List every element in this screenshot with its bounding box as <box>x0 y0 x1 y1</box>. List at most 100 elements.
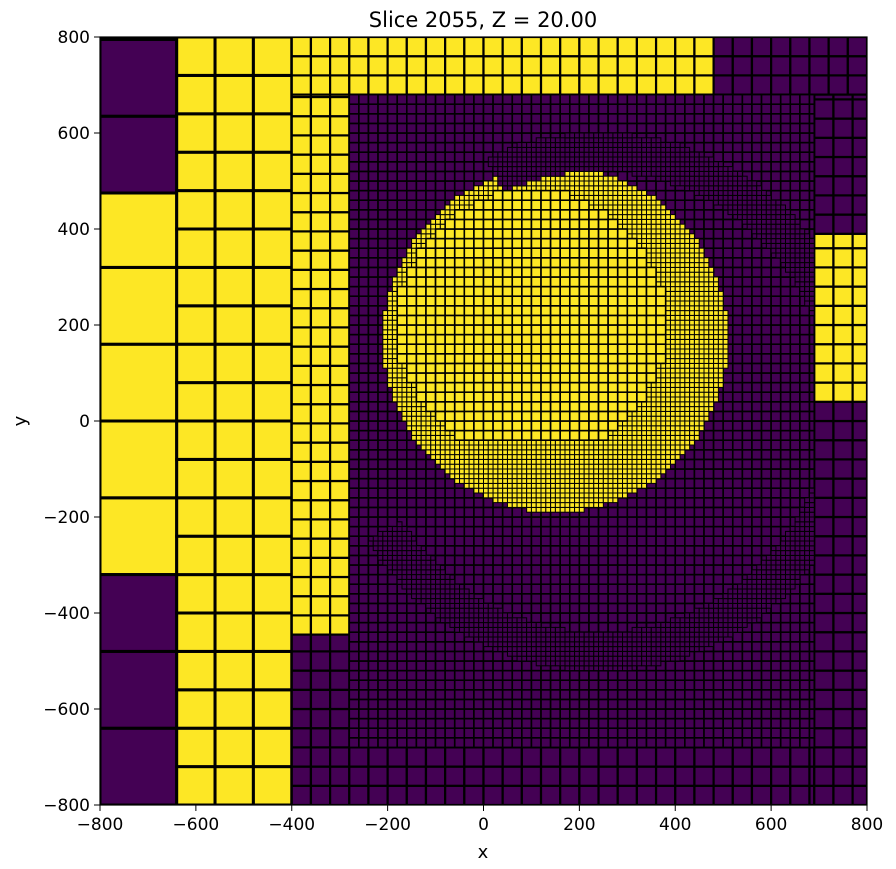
heatmap-cell <box>770 372 782 384</box>
heatmap-cell <box>348 304 360 317</box>
heatmap-cell <box>497 449 504 456</box>
heatmap-cell <box>770 429 782 442</box>
heatmap-cell <box>636 573 648 585</box>
heatmap-cell <box>367 468 379 480</box>
heatmap-cell <box>789 468 801 480</box>
heatmap-cell <box>396 132 408 144</box>
heatmap-cell <box>813 746 835 768</box>
heatmap-cell <box>770 516 782 528</box>
heatmap-cell <box>434 161 446 173</box>
heatmap-cell <box>607 573 619 585</box>
heatmap-cell <box>396 113 408 125</box>
heatmap-cell <box>693 458 705 470</box>
heatmap-cell <box>521 660 533 672</box>
heatmap-cell <box>597 717 609 729</box>
heatmap-cell <box>760 669 772 681</box>
heatmap-cell <box>425 477 437 490</box>
heatmap-cell <box>578 698 590 710</box>
heatmap-cell <box>391 372 398 379</box>
heatmap-cell <box>789 314 801 326</box>
heatmap-cell <box>453 688 466 701</box>
heatmap-cell <box>722 218 734 230</box>
heatmap-cell <box>391 276 398 283</box>
heatmap-cell <box>559 55 581 77</box>
heatmap-cell <box>703 516 715 528</box>
heatmap-cell <box>406 386 413 393</box>
heatmap-cell <box>731 650 744 662</box>
heatmap-cell <box>511 717 523 729</box>
heatmap-cell <box>463 170 475 182</box>
heatmap-cell <box>492 727 504 739</box>
heatmap-cell <box>459 468 465 475</box>
heatmap-cell <box>799 391 811 403</box>
heatmap-cell <box>684 679 696 691</box>
heatmap-cell <box>760 660 772 672</box>
heatmap-cell <box>501 698 514 710</box>
heatmap-cell <box>377 708 389 720</box>
heatmap-cell <box>377 285 389 298</box>
heatmap-cell <box>329 765 351 787</box>
heatmap-cell <box>751 400 763 413</box>
heatmap-cell <box>549 122 561 134</box>
heatmap-cell <box>386 708 399 720</box>
heatmap-cell <box>367 746 389 768</box>
heatmap-cell <box>741 103 753 115</box>
heatmap-cell <box>808 439 816 451</box>
heatmap-cell <box>309 765 332 787</box>
heatmap-cell <box>434 679 446 691</box>
heatmap-cell <box>396 180 408 192</box>
heatmap-cell <box>655 477 667 490</box>
heatmap-cell <box>808 631 816 643</box>
heatmap-cell <box>741 256 753 269</box>
heatmap-cell <box>435 430 441 436</box>
heatmap-cell <box>751 93 763 105</box>
heatmap-cell <box>483 478 489 484</box>
heatmap-cell <box>741 439 753 451</box>
heatmap-cell <box>425 679 437 691</box>
heatmap-cell <box>645 554 657 566</box>
heatmap-cell <box>540 727 552 739</box>
heatmap-cell <box>415 679 427 691</box>
heatmap-cell <box>731 640 744 653</box>
heatmap-cell <box>483 492 489 499</box>
heatmap-cell <box>832 175 854 197</box>
heatmap-cell <box>358 304 370 317</box>
heatmap-cell <box>751 132 763 144</box>
heatmap-cell <box>487 458 494 465</box>
heatmap-cell <box>616 564 629 576</box>
heatmap-cell <box>444 669 456 681</box>
heatmap-cell <box>367 247 379 259</box>
heatmap-cell <box>444 477 456 490</box>
heatmap-cell <box>549 698 561 710</box>
heatmap-cell <box>703 237 715 250</box>
heatmap-cell <box>444 180 456 192</box>
heatmap-cell <box>459 478 465 484</box>
heatmap-cell <box>473 468 480 475</box>
heatmap-cell <box>703 535 715 547</box>
heatmap-cell <box>722 688 734 701</box>
heatmap-cell <box>674 669 686 681</box>
heatmap-cell <box>751 141 763 154</box>
heatmap-cell <box>482 122 494 134</box>
heatmap-cell <box>521 698 533 710</box>
heatmap-cell <box>722 468 734 480</box>
heatmap-cell <box>367 458 379 470</box>
heatmap-cell <box>808 736 816 749</box>
heatmap-cell <box>789 612 801 624</box>
heatmap-cell <box>626 698 638 710</box>
heatmap-cell <box>789 688 801 701</box>
heatmap-cell <box>521 564 533 576</box>
heatmap-cell <box>731 477 744 490</box>
heatmap-cell <box>386 400 399 413</box>
heatmap-cell <box>309 307 332 329</box>
heatmap-cell <box>213 112 255 154</box>
heatmap-cell <box>751 525 763 537</box>
heatmap-cell <box>424 37 447 58</box>
heatmap-cell <box>549 516 561 528</box>
heatmap-cell <box>434 93 446 105</box>
heatmap-cell <box>770 525 782 537</box>
heatmap-cell <box>626 592 638 605</box>
heatmap-cell <box>741 362 753 374</box>
heatmap-cell <box>664 669 677 681</box>
heatmap-cell <box>348 660 360 672</box>
